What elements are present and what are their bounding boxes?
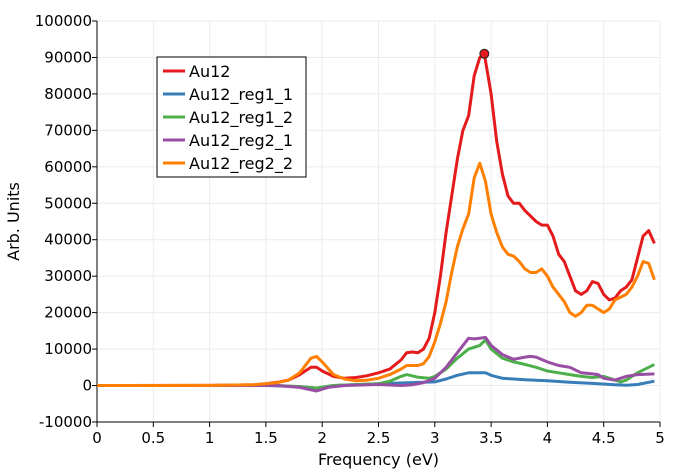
x-tick-label: 4 bbox=[543, 429, 553, 447]
legend-label: Au12_reg1_1 bbox=[189, 85, 293, 105]
x-tick-label: 3.5 bbox=[479, 429, 503, 447]
legend-label: Au12_reg2_1 bbox=[189, 131, 293, 151]
x-tick-label: 2 bbox=[317, 429, 327, 447]
y-tick-label: 50000 bbox=[44, 194, 92, 212]
series-line-au12-reg2-1 bbox=[97, 335, 655, 393]
series-line-au12 bbox=[96, 52, 656, 387]
y-tick-label: 20000 bbox=[44, 304, 92, 322]
y-tick-label: 10000 bbox=[44, 340, 92, 358]
y-tick-label: 90000 bbox=[44, 48, 92, 66]
legend: Au12 Au12_reg1_1 Au12_reg1_2 Au12_reg2_1 Au1… bbox=[156, 56, 307, 178]
y-tick-label: 30000 bbox=[44, 267, 92, 285]
x-tick-label: 5 bbox=[655, 429, 665, 447]
x-tick-label: 0 bbox=[92, 429, 102, 447]
x-tick-label: 1.5 bbox=[254, 429, 278, 447]
x-tick-label: 2.5 bbox=[367, 429, 391, 447]
legend-label: Au12_reg2_2 bbox=[189, 154, 293, 174]
x-tick-label: 4.5 bbox=[592, 429, 616, 447]
y-axis-label: Arb. Units bbox=[4, 182, 23, 261]
y-tick-label: -10000 bbox=[39, 413, 92, 431]
y-tick-label: 0 bbox=[82, 377, 92, 395]
peak-marker bbox=[479, 48, 490, 59]
y-tick-label: 80000 bbox=[44, 85, 92, 103]
x-axis-label: Frequency (eV) bbox=[318, 450, 439, 469]
legend-label: Au12_reg1_2 bbox=[189, 108, 293, 128]
legend-label: Au12 bbox=[189, 62, 230, 81]
series-line-au12-reg2-2 bbox=[96, 161, 656, 387]
y-tick-label: 40000 bbox=[44, 231, 92, 249]
y-tick-label: 70000 bbox=[44, 121, 92, 139]
x-tick-label: 0.5 bbox=[141, 429, 165, 447]
y-tick-label: 100000 bbox=[35, 12, 92, 30]
x-tick-label: 1 bbox=[205, 429, 215, 447]
y-tick-label: 60000 bbox=[44, 158, 92, 176]
x-tick-label: 3 bbox=[430, 429, 440, 447]
